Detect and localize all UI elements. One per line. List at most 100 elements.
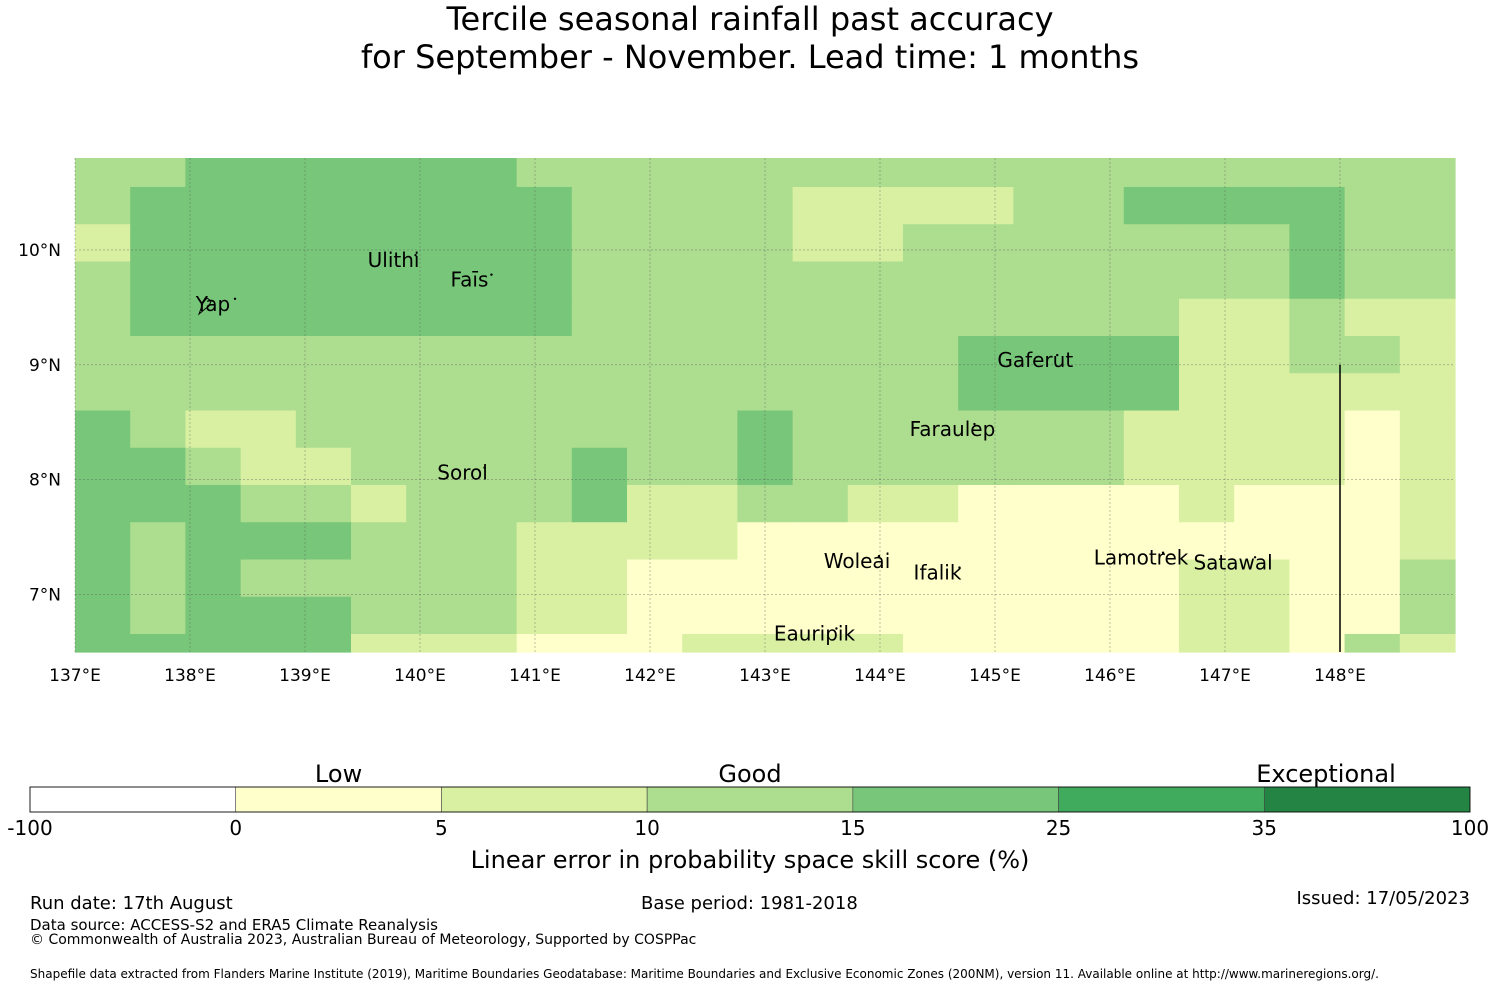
skill-cell — [240, 485, 297, 523]
skill-cell — [1179, 224, 1235, 263]
skill-cell — [571, 410, 628, 449]
skill-cell — [903, 447, 959, 486]
skill-cell — [516, 158, 573, 188]
skill-cell — [130, 634, 186, 653]
x-tick-label: 146°E — [1084, 666, 1136, 686]
skill-cell — [847, 298, 904, 337]
skill-cell — [1289, 410, 1346, 449]
skill-cell — [737, 261, 794, 300]
y-tick-label: 10°N — [18, 241, 61, 261]
skill-cell — [461, 336, 518, 374]
skill-cell — [737, 522, 794, 561]
x-tick-label: 145°E — [969, 666, 1021, 686]
skill-cell — [75, 596, 131, 635]
skill-cell — [1123, 224, 1180, 263]
skill-cell — [295, 224, 352, 263]
skill-cell — [75, 634, 131, 653]
skill-cell — [1289, 596, 1346, 635]
skill-cell — [1344, 224, 1401, 263]
skill-cell — [130, 336, 186, 374]
skill-cell — [571, 158, 628, 188]
skill-cell — [1234, 298, 1290, 337]
colorbar-title: Linear error in probability space skill … — [470, 846, 1030, 874]
skill-cell — [903, 336, 959, 374]
skill-cell — [1123, 634, 1180, 653]
skill-cell — [75, 187, 131, 225]
skill-cell — [903, 261, 959, 300]
skill-cell — [627, 634, 683, 653]
skill-cell — [903, 158, 959, 188]
skill-cell — [130, 485, 186, 523]
skill-cell — [1123, 522, 1180, 561]
island-marker — [835, 627, 838, 630]
skill-cell — [792, 336, 849, 374]
skill-cell — [461, 224, 518, 263]
island-marker — [1056, 353, 1059, 357]
skill-cell — [682, 522, 738, 561]
skill-cell — [240, 224, 297, 263]
skill-cell — [406, 373, 462, 412]
skill-cell — [516, 187, 573, 225]
colorbar: Low Good Exceptional -100 0 5 10 15 25 35 100 Lin… — [0, 740, 1500, 880]
skill-cell — [847, 522, 904, 561]
skill-cell — [1123, 410, 1180, 449]
skill-cell — [185, 336, 242, 374]
skill-cell — [1068, 336, 1125, 374]
skill-cell — [1013, 224, 1070, 263]
skill-cell — [627, 485, 683, 523]
skill-cell — [295, 559, 352, 598]
skill-cell — [240, 261, 297, 300]
skill-cell — [1399, 634, 1456, 653]
skill-cell — [627, 158, 683, 188]
skill-cell — [351, 634, 407, 653]
skill-cell — [737, 410, 794, 449]
skill-cell — [1289, 634, 1346, 653]
place-label: Woleai — [824, 549, 891, 573]
skill-cell — [1068, 410, 1125, 449]
colorbar-tick-label: -100 — [7, 816, 53, 840]
y-tick-label: 8°N — [29, 471, 61, 491]
skill-cell — [1179, 261, 1235, 300]
island-marker — [233, 297, 237, 300]
colorbar-category-label: Good — [718, 760, 782, 788]
colorbar-outline — [29, 786, 1471, 813]
skill-cell — [1234, 559, 1290, 598]
skill-cell — [571, 634, 628, 653]
skill-cell — [682, 261, 738, 300]
skill-cell — [1068, 373, 1125, 412]
place-label: Yap — [195, 292, 230, 316]
skill-cell — [958, 373, 1014, 412]
skill-cell — [1399, 224, 1456, 263]
skill-cell — [130, 261, 186, 300]
skill-cell — [406, 336, 462, 374]
skill-cell — [682, 485, 738, 523]
place-label: Sorol — [437, 461, 488, 485]
skill-cell — [1068, 158, 1125, 188]
skill-cell — [1289, 187, 1346, 225]
skill-cell — [75, 410, 131, 449]
skill-cell — [1179, 373, 1235, 412]
skill-cell — [1179, 158, 1235, 188]
skill-cell — [1179, 447, 1235, 486]
island-marker — [1161, 551, 1165, 554]
skill-cell — [185, 158, 242, 188]
skill-cell — [1289, 485, 1346, 523]
skill-cell — [737, 187, 794, 225]
title-line-1: Tercile seasonal rainfall past accuracy — [446, 0, 1054, 38]
skill-cell — [627, 261, 683, 300]
skill-cell — [461, 447, 518, 486]
skill-cell — [1013, 158, 1070, 188]
skill-cell — [1234, 596, 1290, 635]
skill-cell — [627, 410, 683, 449]
skill-cell — [737, 485, 794, 523]
skill-cell — [571, 559, 628, 598]
skill-cell — [1123, 559, 1180, 598]
skill-cell — [130, 224, 186, 263]
x-tick-label: 144°E — [854, 666, 906, 686]
skill-cell — [737, 596, 794, 635]
skill-cell — [682, 187, 738, 225]
skill-cell — [75, 298, 131, 337]
x-tick-label: 139°E — [279, 666, 331, 686]
skill-cell — [75, 336, 131, 374]
skill-cell — [847, 336, 904, 374]
